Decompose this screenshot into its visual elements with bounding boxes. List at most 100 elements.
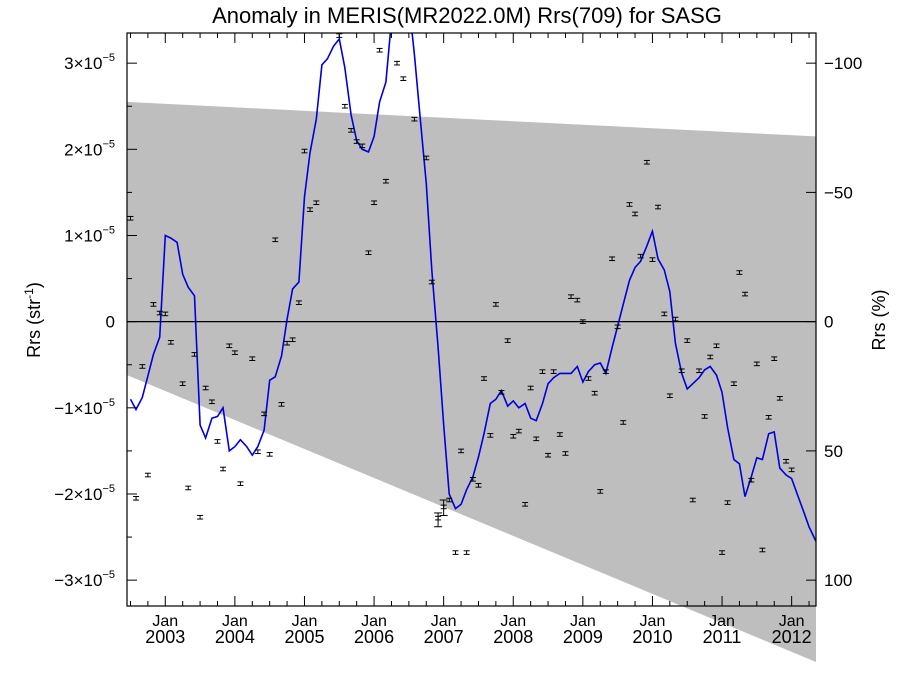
uncertainty-band-layer [127, 101, 816, 663]
x-tick-label-year: 2004 [215, 627, 255, 647]
y-tick-label-right: 50 [824, 442, 843, 461]
data-point [469, 477, 476, 482]
x-tick-label-year: 2010 [632, 627, 672, 647]
data-point [568, 294, 575, 299]
data-point [481, 376, 488, 381]
x-tick-label-month: Jan [152, 613, 178, 630]
data-point [463, 550, 470, 555]
y-tick-mantissa: −3×10 [54, 571, 102, 590]
data-point [371, 200, 378, 206]
data-point [684, 338, 691, 343]
data-point [272, 237, 279, 243]
data-point [382, 178, 389, 184]
data-point [701, 414, 708, 419]
data-point [487, 433, 494, 438]
data-point [446, 497, 453, 503]
data-point [254, 449, 261, 455]
data-point [515, 428, 522, 434]
data-point [289, 337, 296, 343]
uncertainty-band [127, 101, 816, 663]
data-point [133, 495, 140, 501]
y-axis-label-left: Rrs (str-1) [22, 282, 44, 358]
data-point [249, 356, 256, 362]
data-point [376, 47, 383, 53]
data-point [696, 368, 703, 374]
x-tick-label-month: Jan [570, 613, 596, 630]
data-point [602, 369, 609, 374]
data-point [214, 439, 221, 444]
x-tick-label-year: 2005 [284, 627, 324, 647]
y-tick-exponent: −5 [102, 397, 115, 409]
data-point [562, 451, 569, 456]
data-point [736, 270, 743, 275]
data-point [139, 364, 146, 369]
y-tick-exponent: −5 [102, 483, 115, 495]
data-point [753, 361, 760, 367]
y-tick-mantissa: 3×10 [64, 54, 102, 73]
data-point [179, 381, 186, 386]
x-tick-label-year: 2012 [772, 627, 812, 647]
data-point [208, 399, 215, 405]
data-point [278, 402, 285, 407]
data-point [394, 60, 401, 66]
data-points-layer [127, 33, 795, 555]
x-tick-label-year: 2003 [145, 627, 185, 647]
data-point [585, 376, 592, 381]
data-point [365, 250, 372, 256]
data-point [678, 368, 685, 374]
y-tick-mantissa: −2×10 [54, 485, 102, 504]
data-point [202, 385, 209, 391]
data-point [167, 340, 174, 345]
data-point [348, 128, 355, 133]
data-point [649, 257, 656, 262]
data-point [266, 452, 273, 457]
data-point [261, 411, 268, 417]
data-point [452, 550, 459, 555]
data-point [724, 500, 731, 505]
y-tick-label-right: 0 [824, 313, 833, 332]
data-point [492, 302, 499, 307]
y-tick-label-left: 1×10−5 [64, 224, 115, 245]
data-point [191, 352, 198, 357]
data-point [620, 420, 627, 425]
data-point [771, 356, 778, 362]
data-point [574, 297, 581, 303]
data-point [353, 139, 360, 144]
data-point [556, 432, 563, 437]
data-point [150, 302, 157, 307]
data-point [579, 319, 586, 324]
data-point [284, 340, 291, 346]
x-tick-label-month: Jan [640, 613, 666, 630]
data-point [643, 159, 650, 165]
x-tick-label-year: 2011 [703, 627, 742, 647]
data-point [504, 338, 511, 343]
chart-title: Anomaly in MERIS(MR2022.0M) Rrs(709) for… [212, 3, 722, 28]
data-point [498, 390, 505, 395]
data-point [776, 396, 783, 401]
data-point [759, 547, 766, 553]
x-tick-label-month: Jan [500, 613, 526, 630]
data-point [307, 207, 314, 212]
data-point [185, 485, 192, 491]
y-tick-label-left: 3×10−5 [64, 52, 115, 73]
x-tick-label-month: Jan [361, 613, 387, 630]
y-tick-label-right: −100 [824, 54, 862, 73]
y-tick-mantissa: 1×10 [64, 226, 102, 245]
x-tick-label-month: Jan [709, 613, 735, 630]
x-tick-label-month: Jan [222, 613, 248, 630]
data-point [197, 514, 204, 520]
data-point [730, 381, 737, 386]
data-point [614, 324, 621, 330]
data-point [301, 148, 308, 154]
data-point [144, 472, 151, 478]
error-bar [439, 499, 448, 517]
data-point [411, 116, 418, 122]
data-point [220, 466, 227, 472]
x-tick-label-month: Jan [431, 613, 457, 630]
x-tick-label-year: 2007 [424, 627, 464, 647]
y-tick-mantissa: 2×10 [64, 140, 102, 159]
data-point [609, 256, 616, 262]
data-point [719, 550, 726, 555]
y-tick-exponent: −5 [102, 138, 115, 150]
data-point [400, 76, 407, 81]
